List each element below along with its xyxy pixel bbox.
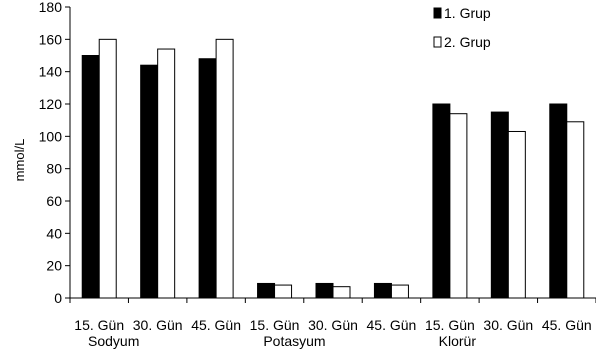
legend: 1. Grup 2. Grup [433,5,491,50]
x-tick-label: 30. Gün [483,317,533,333]
group-label: Sodyum [88,333,139,349]
bar-2-1 [98,38,117,299]
y-tick-label: 20 [46,258,62,274]
y-axis-label: mmol/L [12,139,27,182]
bar-1-3 [198,58,217,299]
legend-swatch-1 [433,7,442,19]
y-tick-label: 140 [39,64,63,80]
y-tick-label: 160 [39,31,63,47]
bar-2-6 [390,284,409,299]
group-label: Potasyum [263,333,325,349]
legend-label-2: 2. Grup [444,34,491,50]
y-tick-label: 80 [46,161,62,177]
x-tick-label: 30. Gün [133,317,183,333]
x-tick-label: 30. Gün [308,317,358,333]
bar-1-9 [549,103,568,299]
bar-1-1 [81,55,100,299]
y-tick-label: 100 [39,128,63,144]
bar-1-6 [373,282,392,299]
bar-2-5 [332,286,351,299]
x-tick-label: 15. Gün [250,317,300,333]
legend-label-1: 1. Grup [444,5,491,21]
bar-1-8 [490,111,509,299]
bar-1-5 [315,282,334,299]
bar-1-7 [432,103,451,299]
bar-2-7 [449,113,468,299]
x-tick-label: 45. Gün [367,317,417,333]
bar-2-8 [507,130,526,299]
x-tick-label: 45. Gün [191,317,241,333]
y-tick-label: 180 [39,0,63,15]
bar-2-2 [157,48,176,299]
y-tick-label: 0 [54,290,62,306]
legend-swatch-2 [433,36,442,48]
y-tick-label: 60 [46,193,62,209]
bar-1-2 [140,64,159,299]
bar-2-9 [566,121,585,299]
plot-area: 0 20 40 60 80 100 120 140 160 180 15. Gün 30. Gün 45… [39,0,596,349]
x-tick-label: 15. Gün [425,317,475,333]
bar-2-3 [215,38,234,299]
bar-1-4 [257,282,276,299]
x-tick-label: 45. Gün [542,317,592,333]
group-label: Klorür [439,333,477,349]
y-tick-label: 120 [39,96,63,112]
bar-2-4 [274,284,293,299]
x-tick-label: 15. Gün [74,317,124,333]
y-tick-label: 40 [46,225,62,241]
